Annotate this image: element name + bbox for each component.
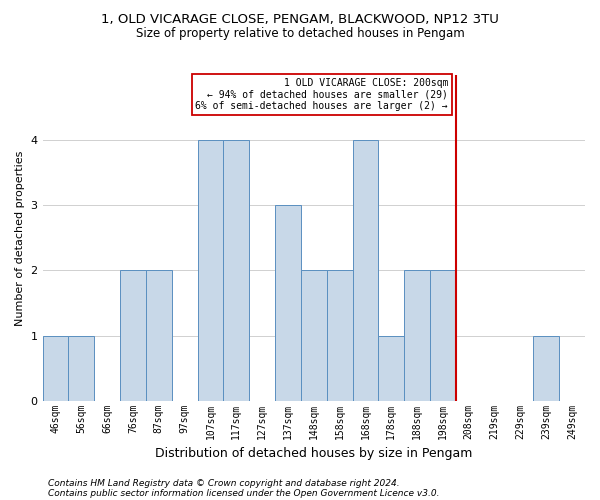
Bar (223, 140, 249, 400)
Bar (301, 270, 326, 400)
Bar (326, 270, 353, 400)
Y-axis label: Number of detached properties: Number of detached properties (15, 150, 25, 326)
Bar (68, 336, 94, 400)
Text: Size of property relative to detached houses in Pengam: Size of property relative to detached ho… (136, 28, 464, 40)
Bar (275, 206, 301, 400)
Text: 1, OLD VICARAGE CLOSE, PENGAM, BLACKWOOD, NP12 3TU: 1, OLD VICARAGE CLOSE, PENGAM, BLACKWOOD… (101, 12, 499, 26)
Bar (404, 270, 430, 400)
Bar (430, 270, 456, 400)
Bar (379, 336, 404, 400)
Bar (353, 140, 379, 400)
Text: 1 OLD VICARAGE CLOSE: 200sqm
← 94% of detached houses are smaller (29)
6% of sem: 1 OLD VICARAGE CLOSE: 200sqm ← 94% of de… (196, 78, 448, 112)
Bar (120, 270, 146, 400)
Bar (197, 140, 223, 400)
Text: Contains HM Land Registry data © Crown copyright and database right 2024.: Contains HM Land Registry data © Crown c… (48, 478, 400, 488)
X-axis label: Distribution of detached houses by size in Pengam: Distribution of detached houses by size … (155, 447, 472, 460)
Bar (146, 270, 172, 400)
Text: Contains public sector information licensed under the Open Government Licence v3: Contains public sector information licen… (48, 488, 439, 498)
Bar (533, 336, 559, 400)
Bar (43, 336, 68, 400)
